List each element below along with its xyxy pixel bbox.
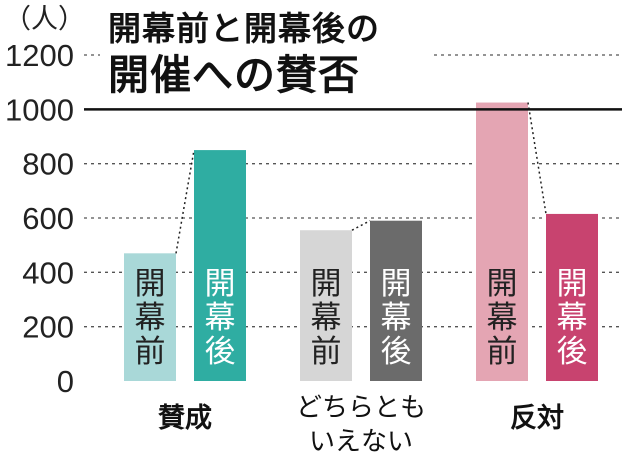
- bar-series-label: 前: [311, 334, 342, 370]
- bar-1-0: [300, 230, 352, 381]
- bar-series-label: 開: [381, 266, 412, 302]
- bar-series-label: 開: [557, 266, 588, 302]
- bar-series-label: 幕: [381, 300, 412, 336]
- category-label-line: いえない: [309, 427, 413, 457]
- connector-0: [175, 149, 195, 254]
- category-label: 反対: [510, 403, 564, 434]
- bar-series-label: 前: [135, 334, 166, 370]
- bar-series-label: 幕: [557, 300, 588, 336]
- bar-0-1: [194, 150, 246, 381]
- title-background: [100, 0, 430, 96]
- bar-2-1: [546, 213, 598, 381]
- y-tick-label: 0: [57, 364, 74, 399]
- bar-series-label: 開: [487, 266, 518, 302]
- bar-series-label: 前: [487, 334, 518, 370]
- bar-series-label: 幕: [135, 300, 166, 336]
- bar-series-label: 開: [135, 266, 166, 302]
- bar-series-label: 後: [205, 334, 236, 370]
- y-tick-label: 1000: [5, 92, 74, 127]
- bar-series-label: 幕: [205, 300, 236, 336]
- bar-series-label: 開: [205, 266, 236, 302]
- bar-series-label: 幕: [487, 300, 518, 336]
- connector-1: [351, 220, 371, 231]
- bar-series-label: 幕: [311, 300, 342, 336]
- y-tick-label: 800: [22, 147, 74, 182]
- y-tick-label: 1200: [5, 38, 74, 73]
- connector-2: [527, 102, 547, 215]
- chart-title: 開幕前と開幕後の: [108, 9, 380, 48]
- bar-series-label: 後: [557, 334, 588, 370]
- y-axis-unit: （人）: [4, 4, 85, 35]
- category-label: 賛成: [158, 403, 212, 434]
- bar-series-label: 開: [311, 266, 342, 302]
- bar-connectors: [175, 102, 547, 254]
- y-tick-label: 200: [22, 310, 74, 345]
- bar-0-0: [124, 253, 176, 381]
- category-label-line: どちらとも: [296, 393, 426, 423]
- bar-1-1: [370, 220, 422, 381]
- chart-subtitle: 開催への賛否: [108, 51, 360, 99]
- y-tick-label: 600: [22, 201, 74, 236]
- y-tick-label: 400: [22, 255, 74, 290]
- bar-series-label: 後: [381, 334, 412, 370]
- y-axis-ticks: 1200 1000 800 600 400 200 0: [5, 38, 74, 399]
- bar-2-0: [476, 102, 528, 382]
